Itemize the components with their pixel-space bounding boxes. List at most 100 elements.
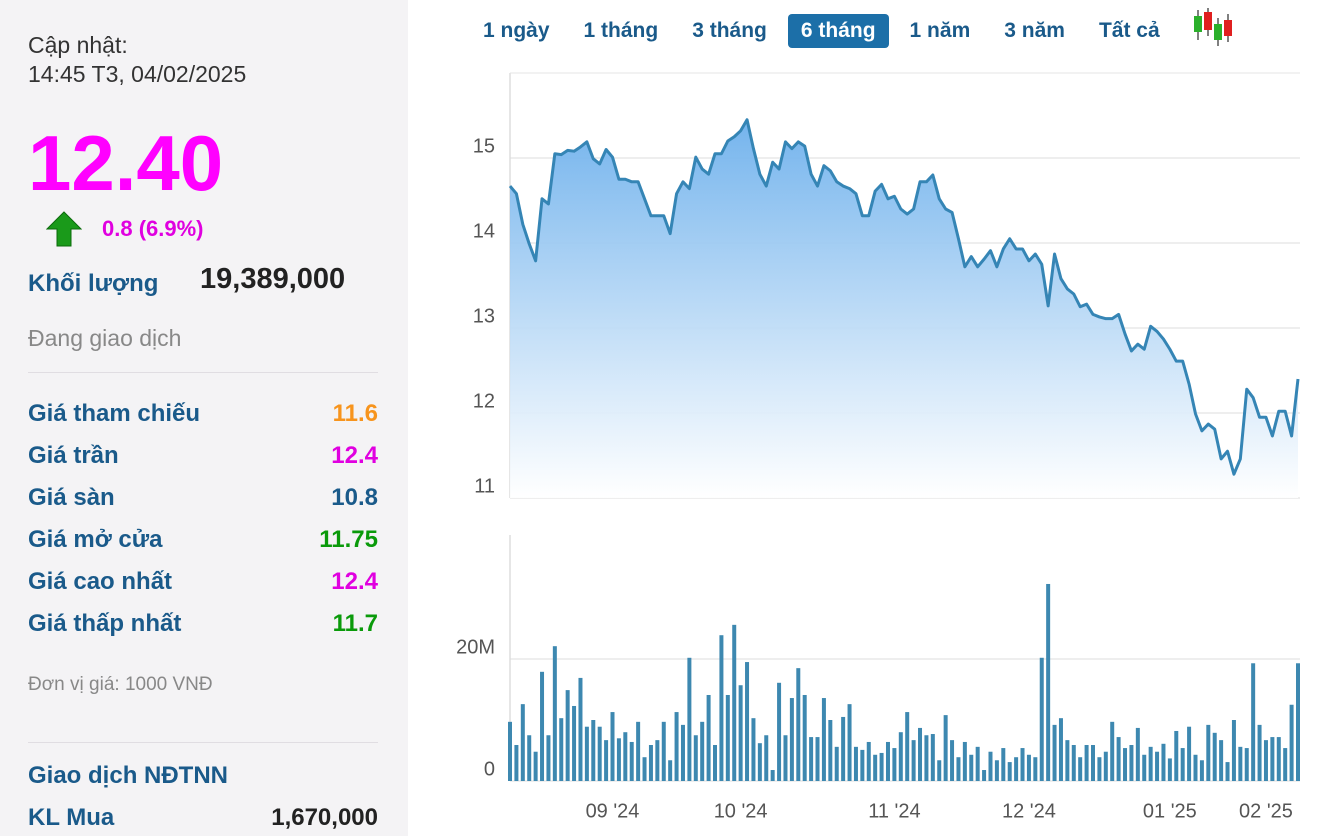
volume-bar <box>1180 748 1185 781</box>
range-tab[interactable]: 6 tháng <box>787 14 889 48</box>
volume-bar <box>853 746 858 781</box>
volume-bar <box>591 720 596 781</box>
volume-bar <box>918 727 923 781</box>
volume-bar <box>847 704 852 781</box>
volume-bar <box>527 735 532 781</box>
range-tabs: 1 ngày 1 tháng 3 tháng 6 tháng 1 năm 3 năm Tất… <box>470 14 1181 48</box>
volume-bar <box>943 715 948 781</box>
volume-bar <box>1187 726 1192 781</box>
volume-bar <box>616 738 621 781</box>
volume-bar <box>898 732 903 781</box>
volume-bar <box>1033 757 1038 781</box>
stat-label: Giá thấp nhất <box>28 610 182 637</box>
volume-bar <box>841 716 846 781</box>
volume-bar <box>777 682 782 781</box>
volume-bar <box>1244 748 1249 781</box>
volume-bar <box>1046 583 1051 781</box>
volume-bar <box>834 746 839 781</box>
y-tick-label: 20M <box>456 636 495 658</box>
volume-bar <box>873 754 878 781</box>
price-area <box>510 119 1298 498</box>
y-tick-label: 12 <box>473 390 495 412</box>
volume-bar <box>1084 745 1089 781</box>
volume-bar <box>828 720 833 781</box>
volume-bar <box>937 760 942 781</box>
volume-bar <box>648 745 653 781</box>
volume-bar <box>1219 740 1224 781</box>
range-tab[interactable]: Tất cả <box>1098 19 1160 42</box>
volume-bar <box>1065 740 1070 781</box>
volume-bar <box>713 745 718 781</box>
volume-bar <box>559 718 564 781</box>
stat-label: Giá mở cửa <box>28 526 163 553</box>
x-tick-label: 02 '25 <box>1239 800 1293 822</box>
volume-bar <box>1103 751 1108 781</box>
volume-bar <box>815 737 820 781</box>
volume-bar <box>674 712 679 781</box>
volume-bar <box>783 735 788 781</box>
volume-bar <box>1129 745 1134 781</box>
stat-value: 10.8 <box>331 484 378 511</box>
volume-bar <box>1231 720 1236 781</box>
volume-bar <box>1167 758 1172 781</box>
volume-bar <box>1251 663 1256 781</box>
volume-bar <box>962 741 967 781</box>
y-tick-label: 0 <box>484 758 495 780</box>
volume-bar <box>642 757 647 781</box>
volume-bar <box>745 662 750 781</box>
separator <box>28 742 378 743</box>
volume-bar <box>725 694 730 781</box>
volume-bar <box>1039 657 1044 781</box>
update-label: Cập nhật: <box>28 32 128 58</box>
volume-bar <box>1174 730 1179 781</box>
volume-bar <box>1206 724 1211 781</box>
volume-bar <box>546 735 551 781</box>
candlestick-icon[interactable] <box>1192 8 1236 48</box>
volume-bar <box>1289 704 1294 781</box>
volume-bar <box>1097 757 1102 781</box>
volume-bar <box>565 690 570 781</box>
volume-bar <box>1225 762 1230 781</box>
update-time: 14:45 T3, 04/02/2025 <box>28 61 247 87</box>
stat-label: Giá trần <box>28 442 119 469</box>
range-tab[interactable]: 1 ngày <box>483 19 550 42</box>
range-tab[interactable]: 3 tháng <box>692 19 767 42</box>
volume-bar <box>687 657 692 781</box>
volume-bar <box>700 721 705 781</box>
y-tick-label: 14 <box>473 220 495 242</box>
volume-bar <box>623 732 628 781</box>
up-arrow <box>46 211 82 247</box>
range-tab[interactable]: 1 tháng <box>583 19 659 42</box>
volume-bar <box>885 741 890 781</box>
volume-bar <box>911 740 916 781</box>
volume-bar <box>1263 740 1268 781</box>
volume-bar <box>1058 718 1063 781</box>
volume-bar <box>975 746 980 781</box>
volume-bar <box>1238 746 1243 781</box>
volume-bar <box>988 751 993 781</box>
volume-bar <box>982 770 987 781</box>
volume-bar <box>1110 721 1115 781</box>
volume-bar <box>1007 762 1012 781</box>
stat-label: Giá sàn <box>28 484 115 511</box>
stat-label: Giá tham chiếu <box>28 400 201 427</box>
volume-bar <box>950 740 955 781</box>
separator <box>28 372 378 373</box>
y-tick-label: 15 <box>473 135 495 157</box>
volume-bar <box>1148 746 1153 781</box>
stat-value: 11.6 <box>332 400 378 427</box>
price-line <box>508 118 1300 476</box>
volume-bar <box>751 718 756 781</box>
volume-bar <box>1270 737 1275 781</box>
volume-bar <box>508 721 512 781</box>
volume-bar <box>520 704 525 781</box>
volume-bar <box>796 668 801 781</box>
volume-bar <box>892 748 897 781</box>
volume-bar <box>693 735 698 781</box>
volume-bar <box>1257 724 1262 781</box>
volume-bar <box>1116 737 1121 781</box>
range-tab[interactable]: 3 năm <box>1004 19 1065 42</box>
volume-bar <box>1026 754 1031 781</box>
range-tab[interactable]: 1 năm <box>909 19 971 42</box>
volume-bar <box>533 751 538 781</box>
